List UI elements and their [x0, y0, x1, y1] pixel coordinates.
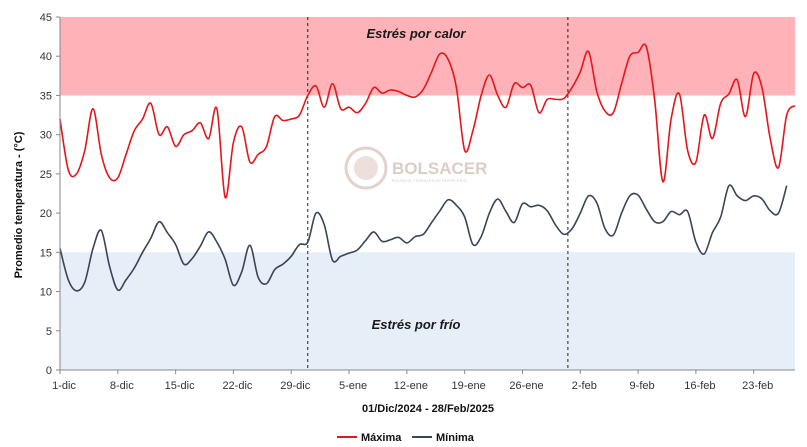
x-tick-label: 5-ene [339, 380, 367, 392]
x-axis-ticks: 1-dic 8-dic 15-dic 22-dic 29-dic 5-ene 12-ene 1… [52, 370, 773, 392]
y-tick-label: 30 [40, 130, 52, 142]
cold-zone-label: Estrés por frío [372, 317, 461, 332]
heat-zone-label: Estrés por calor [367, 26, 467, 41]
x-tick-label: 23-feb [742, 380, 773, 392]
y-tick-label: 5 [46, 326, 52, 338]
y-tick-label: 45 [40, 12, 52, 24]
x-tick-label: 19-ene [452, 380, 486, 392]
x-tick-label: 12-ene [394, 380, 428, 392]
y-tick-label: 35 [40, 90, 52, 102]
x-tick-label: 1-dic [52, 380, 76, 392]
x-tick-label: 9-feb [630, 380, 655, 392]
y-tick-label: 25 [40, 169, 52, 181]
y-tick-label: 0 [46, 365, 52, 377]
y-tick-label: 15 [40, 247, 52, 259]
y-tick-label: 20 [40, 208, 52, 220]
x-tick-label: 22-dic [222, 380, 252, 392]
legend-label-minima: Mínima [436, 432, 475, 444]
watermark: BOLSACER BOLSA DE CEREALES DE ENTRE RÍOS [344, 146, 487, 190]
x-tick-label: 8-dic [110, 380, 134, 392]
series-line-maxima [59, 43, 796, 199]
y-axis-title: Promedio temperatura - (°C) [13, 131, 25, 278]
x-tick-label: 2-feb [572, 380, 597, 392]
x-tick-label: 29-dic [280, 380, 310, 392]
legend: Máxima Mínima [337, 432, 475, 444]
series-line-minima [59, 184, 788, 292]
period-dividers [307, 17, 569, 370]
watermark-emblem-core [354, 156, 378, 180]
watermark-tagline: BOLSA DE CEREALES DE ENTRE RÍOS [392, 178, 467, 183]
x-axis-title: 01/Dic/2024 - 28/Feb/2025 [362, 403, 494, 415]
y-tick-label: 10 [40, 287, 52, 299]
x-tick-label: 26-ene [509, 380, 543, 392]
y-tick-label: 40 [40, 51, 52, 63]
x-tick-label: 16-feb [684, 380, 715, 392]
y-axis-ticks: 0 5 10 15 20 25 30 35 40 45 [40, 12, 60, 377]
watermark-brand: BOLSACER [392, 159, 487, 178]
legend-label-maxima: Máxima [361, 432, 402, 444]
cold-stress-zone [60, 252, 795, 370]
watermark-emblem-icon [344, 146, 388, 190]
x-tick-label: 15-dic [165, 380, 195, 392]
